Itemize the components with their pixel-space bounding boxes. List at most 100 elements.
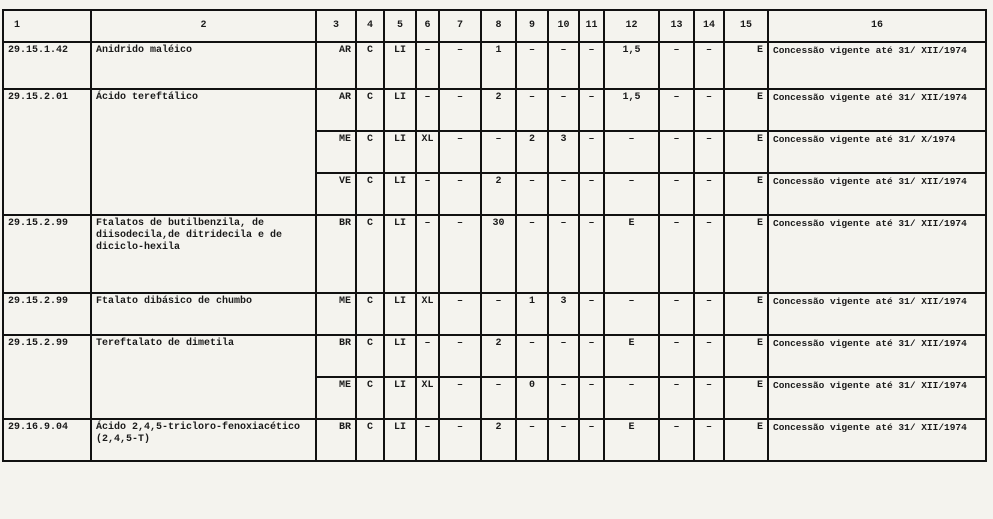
- column-header-8: 8: [480, 9, 517, 43]
- column-11-cell: –: [578, 172, 605, 216]
- column-10-cell: 3: [547, 130, 580, 174]
- table-row: VE C LI – –2– – – – – – E Concessão vigente até 31/…: [3, 172, 987, 216]
- product-description: Ácido tereftálico: [90, 88, 317, 216]
- column-8-cell: 30: [480, 214, 517, 294]
- column-header-6: 6: [415, 9, 440, 43]
- column-14-cell: –: [693, 41, 725, 90]
- column-4-cell: C: [355, 334, 385, 378]
- column-14-cell: –: [693, 376, 725, 420]
- column-header-9: 9: [515, 9, 549, 43]
- column-5-cell: LI: [383, 334, 417, 378]
- column-5-cell: LI: [383, 130, 417, 174]
- column-12-cell: 1,5: [603, 88, 660, 132]
- product-description: Ftalato dibásico de chumbo: [90, 292, 317, 336]
- column-10-cell: –: [547, 418, 580, 462]
- column-7-cell: –: [438, 172, 482, 216]
- remarks-cell: Concessão vigente até 31/ XII/1974: [767, 418, 987, 462]
- column-9-cell: –: [515, 41, 549, 90]
- product-description: Anidrido maléico: [90, 41, 317, 90]
- column-11-cell: –: [578, 418, 605, 462]
- column-10-cell: –: [547, 88, 580, 132]
- column-13-cell: –: [658, 418, 695, 462]
- product-description: Tereftalato de dimetila: [90, 334, 317, 420]
- column-7-cell: –: [438, 88, 482, 132]
- column-10-cell: –: [547, 376, 580, 420]
- column-4-cell: C: [355, 376, 385, 420]
- column-5-cell: LI: [383, 41, 417, 90]
- remarks-cell: Concessão vigente até 31/ XII/1974: [767, 214, 987, 294]
- column-4-cell: C: [355, 130, 385, 174]
- column-6-cell: –: [415, 41, 440, 90]
- column-8-cell: 2: [480, 334, 517, 378]
- product-description: Ftalatos de butilbenzila, de diisodecila…: [90, 214, 317, 294]
- column-9-cell: –: [515, 214, 549, 294]
- column-6-cell: –: [415, 88, 440, 132]
- column-header-5: 5: [383, 9, 417, 43]
- column-6-cell: XL: [415, 376, 440, 420]
- column-7-cell: –: [438, 130, 482, 174]
- column-5-cell: LI: [383, 376, 417, 420]
- remarks-cell: Concessão vigente até 31/ XII/1974: [767, 376, 987, 420]
- column-header-1: 1: [2, 9, 92, 43]
- remarks-cell: Concessão vigente até 31/ XII/1974: [767, 172, 987, 216]
- column-4-cell: C: [355, 172, 385, 216]
- column-13-cell: –: [658, 130, 695, 174]
- column-15-cell: E: [723, 376, 769, 420]
- column-7-cell: –: [438, 418, 482, 462]
- column-3-cell: AR: [315, 88, 357, 132]
- column-12-cell: –: [603, 172, 660, 216]
- column-11-cell: –: [578, 41, 605, 90]
- column-header-7: 7: [438, 9, 482, 43]
- column-15-cell: E: [723, 41, 769, 90]
- column-13-cell: –: [658, 41, 695, 90]
- column-14-cell: –: [693, 88, 725, 132]
- column-6-cell: –: [415, 172, 440, 216]
- column-header-16: 16: [767, 9, 987, 43]
- column-3-cell: AR: [315, 41, 357, 90]
- column-header-13: 13: [658, 9, 695, 43]
- column-3-cell: VE: [315, 172, 357, 216]
- column-13-cell: –: [658, 334, 695, 378]
- table-row: 29.16.9.04 Ácido 2,4,5-tricloro-fenoxiacé…: [2, 418, 987, 462]
- table-row: 29.15.2.99 Ftalato dibásico de chumbo ME C L…: [2, 292, 987, 336]
- column-4-cell: C: [355, 41, 385, 90]
- column-11-cell: –: [578, 292, 605, 336]
- column-9-cell: –: [515, 418, 549, 462]
- column-9-cell: –: [515, 334, 549, 378]
- column-13-cell: –: [658, 172, 695, 216]
- column-7-cell: –: [438, 292, 482, 336]
- column-14-cell: –: [693, 130, 725, 174]
- column-8-cell: –: [480, 376, 517, 420]
- column-15-cell: E: [723, 418, 769, 462]
- column-7-cell: –: [438, 376, 482, 420]
- column-11-cell: –: [578, 214, 605, 294]
- remarks-cell: Concessão vigente até 31/ XII/1974: [767, 334, 987, 378]
- tariff-code: 29.16.9.04: [2, 418, 92, 462]
- column-7-cell: –: [438, 334, 482, 378]
- column-6-cell: –: [415, 418, 440, 462]
- column-15-cell: E: [723, 334, 769, 378]
- column-12-cell: –: [603, 130, 660, 174]
- column-6-cell: XL: [415, 292, 440, 336]
- table-row: 29.15.2.99 Tereftalato de dimetila BR C LI – –…: [2, 334, 987, 420]
- column-12-cell: E: [603, 334, 660, 378]
- column-header-12: 12: [603, 9, 660, 43]
- column-header-11: 11: [578, 9, 605, 43]
- column-8-cell: –: [480, 292, 517, 336]
- table-row: 29.15.2.01 Ácido tereftálico AR C LI – –2– – –1,…: [2, 88, 987, 216]
- column-12-cell: 1,5: [603, 41, 660, 90]
- header-row: 1 2 3 4 5 6 7 8 9 10 11 12 13 14 15 16: [2, 9, 987, 43]
- column-13-cell: –: [658, 292, 695, 336]
- tariff-table-document: 1 2 3 4 5 6 7 8 9 10 11 12 13 14 15 16 29.15.1.42 Anidrid…: [2, 9, 987, 462]
- column-5-cell: LI: [383, 172, 417, 216]
- column-8-cell: 1: [480, 41, 517, 90]
- column-6-cell: XL: [415, 130, 440, 174]
- column-13-cell: –: [658, 88, 695, 132]
- column-9-cell: 2: [515, 130, 549, 174]
- column-9-cell: 0: [515, 376, 549, 420]
- column-12-cell: E: [603, 418, 660, 462]
- column-10-cell: –: [547, 334, 580, 378]
- column-4-cell: C: [355, 292, 385, 336]
- tariff-code: 29.15.2.01: [2, 88, 92, 216]
- column-15-cell: E: [723, 130, 769, 174]
